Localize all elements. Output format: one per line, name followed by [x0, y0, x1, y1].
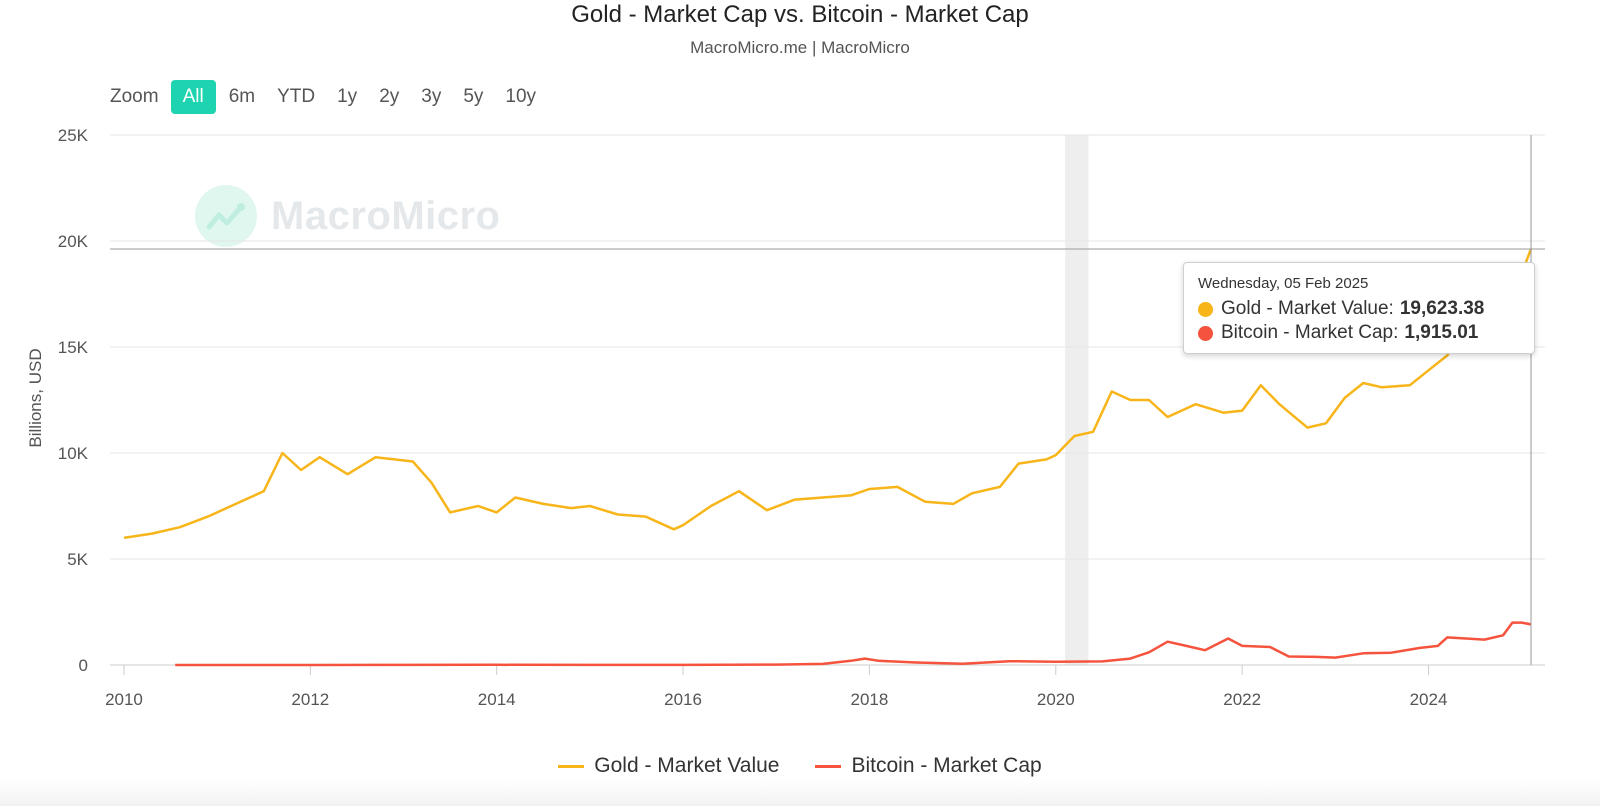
tooltip-gold-label: Gold - Market Value: — [1221, 298, 1394, 319]
tooltip-row-gold: Gold - Market Value: 19,623.38 — [1198, 297, 1520, 321]
x-tick-label: 2024 — [1410, 690, 1448, 709]
zoom-label: Zoom — [110, 86, 159, 107]
y-tick-label: 25K — [58, 126, 89, 145]
legend-item-bitcoin[interactable]: Bitcoin - Market Cap — [815, 754, 1042, 778]
recession-shaded-band — [1065, 135, 1089, 665]
zoom-2y-button[interactable]: 2y — [379, 86, 400, 107]
zoom-3y-button[interactable]: 3y — [421, 86, 442, 107]
tooltip-bitcoin-label: Bitcoin - Market Cap: — [1221, 322, 1399, 343]
zoom-10y-button[interactable]: 10y — [505, 86, 537, 107]
tooltip-bitcoin-value: 1,915.01 — [1404, 322, 1479, 343]
y-axis-label: Billions, USD — [26, 348, 45, 447]
legend-bitcoin-label: Bitcoin - Market Cap — [851, 754, 1042, 777]
y-tick-label: 15K — [58, 338, 89, 357]
x-tick-label: 2012 — [291, 690, 329, 709]
gold-market-value-line — [123, 248, 1533, 540]
x-tick-label: 2022 — [1223, 690, 1261, 709]
gold-line-swatch-icon — [558, 764, 585, 768]
zoom-5y-button[interactable]: 5y — [463, 86, 484, 107]
x-tick-label: 2010 — [105, 690, 143, 709]
axes: 0 5K 10K 15K 20K 25K 2010 2012 2014 2016 2018 2020 2… — [58, 126, 1545, 709]
y-tick-label: 0 — [79, 656, 88, 675]
tooltip-date: Wednesday, 05 Feb 2025 — [1198, 275, 1369, 292]
zoom-ytd-button[interactable]: YTD — [277, 86, 316, 107]
x-tick-label: 2020 — [1037, 690, 1075, 709]
series-layer — [123, 248, 1533, 667]
gold-dot-icon — [1198, 301, 1213, 317]
bitcoin-line-swatch-icon — [815, 764, 842, 768]
x-tick-label: 2014 — [478, 690, 516, 709]
crosshair — [110, 135, 1545, 665]
x-tick-label: 2016 — [664, 690, 702, 709]
watermark: MacroMicro — [195, 185, 501, 247]
chart-title: Gold - Market Cap vs. Bitcoin - Market C… — [571, 1, 1029, 28]
zoom-bar: Zoom All 6m YTD 1y 2y 3y 5y 10y — [110, 79, 545, 115]
zoom-6m-button[interactable]: 6m — [228, 86, 256, 107]
bitcoin-market-cap-line — [175, 621, 1532, 667]
legend: Gold - Market Value Bitcoin - Market Cap — [0, 754, 1600, 778]
y-tick-label: 20K — [58, 232, 89, 251]
tooltip: Wednesday, 05 Feb 2025 Gold - Market Val… — [1183, 262, 1535, 354]
y-tick-label: 10K — [58, 444, 89, 463]
legend-gold-label: Gold - Market Value — [594, 754, 780, 777]
tooltip-row-bitcoin: Bitcoin - Market Cap: 1,915.01 — [1198, 321, 1520, 345]
zoom-1y-button[interactable]: 1y — [337, 86, 358, 107]
macromicro-logo-icon — [195, 185, 257, 247]
legend-item-gold[interactable]: Gold - Market Value — [558, 754, 779, 778]
chart-subtitle: MacroMicro.me | MacroMicro — [690, 38, 910, 57]
y-tick-label: 5K — [67, 550, 88, 569]
bottom-fade — [0, 780, 1600, 806]
zoom-all-button[interactable]: All — [170, 80, 216, 114]
tooltip-gold-value: 19,623.38 — [1399, 298, 1485, 319]
bitcoin-dot-icon — [1198, 325, 1213, 341]
shaded-band-layer — [1065, 135, 1089, 665]
x-tick-label: 2018 — [851, 690, 889, 709]
watermark-text: MacroMicro — [271, 193, 501, 238]
